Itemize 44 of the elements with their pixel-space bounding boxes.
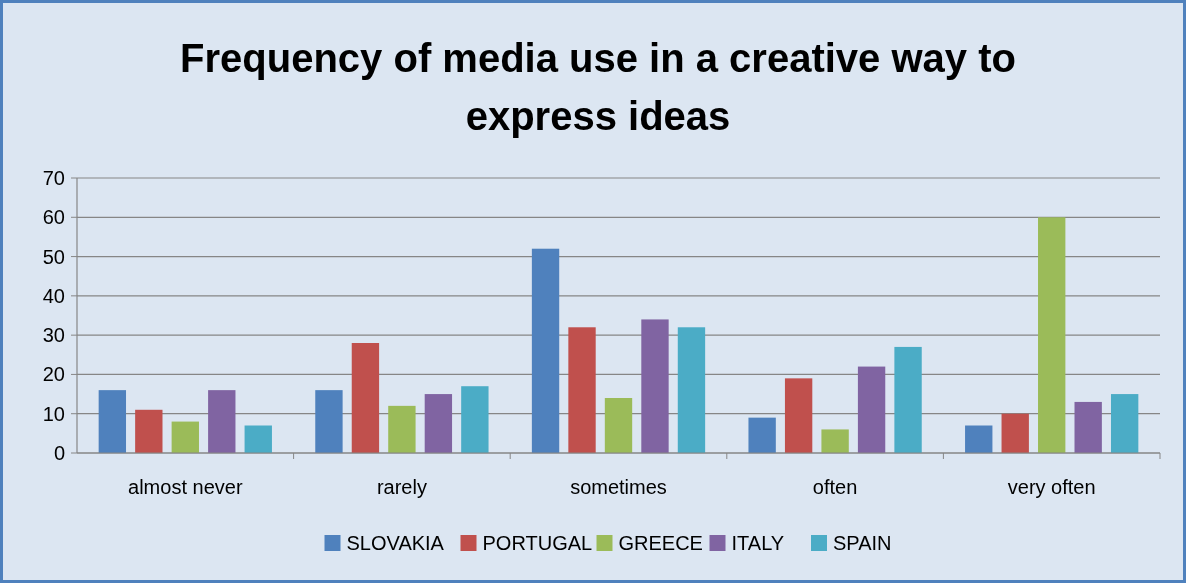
x-tick-label: often	[812, 476, 858, 498]
bar	[244, 425, 272, 453]
y-tick-label: 40	[42, 284, 65, 307]
bar	[1001, 413, 1029, 453]
legend-label: PORTUGAL	[482, 532, 593, 554]
x-tick-label: rarely	[376, 476, 427, 498]
bar	[461, 386, 489, 453]
bar	[388, 405, 416, 453]
bar	[568, 327, 596, 453]
bar	[857, 366, 886, 453]
bar	[98, 390, 127, 453]
bar	[784, 378, 813, 453]
bar	[351, 343, 380, 453]
bar	[208, 390, 236, 453]
legend-label: SLOVAKIA	[346, 532, 445, 554]
bar	[748, 417, 776, 453]
bar	[821, 429, 849, 453]
chart-title: Frequency of media use in a creative way to express ideas	[180, 36, 1016, 138]
legend-label: GREECE	[618, 532, 703, 554]
bar	[171, 421, 199, 453]
y-tick-label: 60	[42, 206, 65, 229]
bar	[604, 398, 633, 453]
x-tick-label: sometimes	[570, 476, 667, 498]
bar	[965, 425, 993, 453]
bar	[315, 390, 343, 453]
legend-label: ITALY	[731, 532, 785, 554]
y-tick-label: 30	[42, 324, 65, 347]
x-tick-label: almost never	[128, 476, 243, 498]
y-tick-label: 10	[42, 402, 65, 425]
bar	[531, 248, 560, 453]
y-tick-label: 0	[53, 442, 65, 464]
legend-label: SPAIN	[833, 532, 892, 554]
y-tick-label: 20	[42, 363, 65, 386]
x-tick-label: very often	[1007, 476, 1096, 498]
bar	[1038, 217, 1066, 453]
bar	[894, 346, 922, 453]
y-tick-label: 50	[42, 245, 65, 268]
bar	[641, 319, 669, 453]
bar	[1074, 401, 1102, 453]
bar	[677, 327, 706, 453]
bar	[1110, 394, 1139, 453]
bar	[424, 394, 453, 453]
bar	[135, 409, 163, 453]
y-tick-label: 70	[42, 167, 65, 189]
